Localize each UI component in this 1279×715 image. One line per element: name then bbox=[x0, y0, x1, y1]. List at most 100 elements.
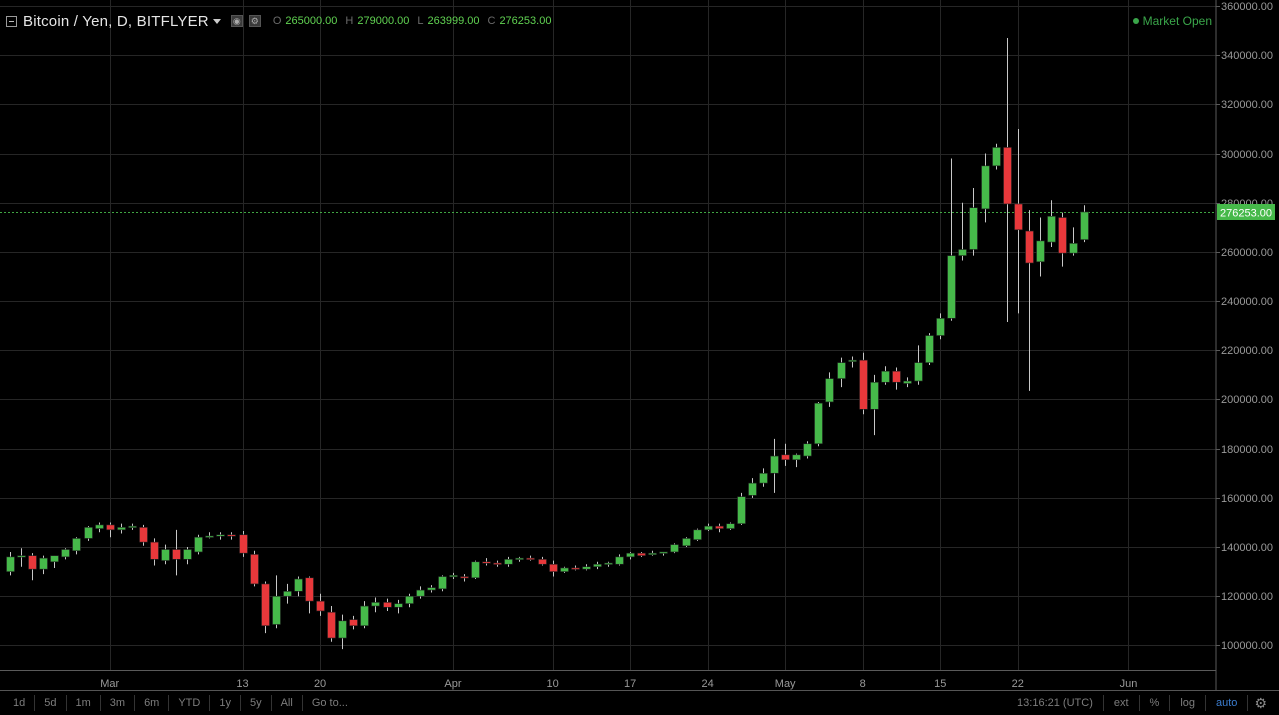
candle bbox=[925, 333, 934, 366]
candle-body-up bbox=[205, 535, 214, 538]
time-tick-label: May bbox=[775, 678, 796, 690]
candle bbox=[471, 560, 480, 580]
chevron-down-icon[interactable] bbox=[212, 18, 221, 24]
candle bbox=[405, 593, 414, 608]
candle bbox=[670, 543, 679, 554]
candle bbox=[715, 523, 724, 533]
candle-body-up bbox=[128, 525, 137, 528]
candle bbox=[848, 356, 857, 368]
candle-body-up bbox=[117, 527, 126, 531]
candle-body-up bbox=[183, 549, 192, 560]
candle bbox=[969, 187, 978, 256]
candle-body-up bbox=[360, 605, 369, 627]
candle bbox=[117, 523, 126, 534]
candle-body-up bbox=[969, 207, 978, 250]
candle-body-up bbox=[825, 378, 834, 403]
candle-body-down bbox=[250, 554, 259, 585]
ext-toggle[interactable]: ext bbox=[1102, 695, 1139, 711]
candle-body-up bbox=[936, 318, 945, 336]
candle-body-down bbox=[526, 557, 535, 560]
candle-body-up bbox=[881, 370, 890, 383]
candle-body-down bbox=[1014, 203, 1023, 231]
candle-body-up bbox=[925, 335, 934, 363]
last-price-tag: 276253.00 bbox=[1217, 204, 1275, 220]
candle-body-up bbox=[416, 589, 425, 597]
candle bbox=[128, 523, 137, 530]
candle bbox=[1025, 210, 1034, 391]
auto-toggle[interactable]: auto bbox=[1205, 695, 1247, 711]
candle bbox=[1058, 212, 1067, 267]
candle bbox=[682, 537, 691, 548]
candle bbox=[438, 575, 447, 592]
candlestick-chart[interactable]: 100000.00 120000.00 140000.00 160000.00 1800… bbox=[0, 0, 1279, 690]
candle-body-down bbox=[571, 567, 580, 570]
candle-body-up bbox=[371, 602, 380, 607]
candle-body-up bbox=[748, 482, 757, 496]
timeframe-ytd[interactable]: YTD bbox=[169, 695, 211, 711]
candle-body-down bbox=[227, 534, 236, 537]
candle bbox=[992, 143, 1001, 170]
price-tick-label: 120000.00 bbox=[1221, 591, 1273, 603]
candle-body-up bbox=[615, 556, 624, 565]
candle-body-up bbox=[992, 147, 1001, 167]
candle bbox=[859, 352, 868, 415]
candle bbox=[814, 401, 823, 447]
timeframe-1m[interactable]: 1m bbox=[67, 695, 101, 711]
price-axis[interactable] bbox=[1216, 0, 1279, 690]
candle-body-up bbox=[1069, 243, 1078, 254]
candle-body-down bbox=[549, 563, 558, 572]
symbol-title[interactable]: Bitcoin / Yen, D, BITFLYER bbox=[23, 12, 209, 30]
timeframe-5y[interactable]: 5y bbox=[241, 695, 272, 711]
candle bbox=[538, 556, 547, 566]
timeframe-1d[interactable]: 1d bbox=[4, 695, 36, 711]
timeframe-5d[interactable]: 5d bbox=[35, 695, 67, 711]
candle-body-up bbox=[593, 563, 602, 568]
timeframe-3m[interactable]: 3m bbox=[101, 695, 136, 711]
candle bbox=[958, 202, 967, 261]
candle-body-down bbox=[139, 527, 148, 543]
candle bbox=[803, 441, 812, 459]
candle bbox=[172, 529, 181, 576]
candle-body-down bbox=[1003, 147, 1012, 205]
candle bbox=[106, 522, 115, 538]
candle-body-up bbox=[338, 620, 347, 639]
settings-icon[interactable]: ⚙ bbox=[248, 15, 261, 27]
candle-body-down bbox=[261, 583, 270, 627]
candle-body-down bbox=[892, 370, 901, 383]
candle bbox=[615, 554, 624, 566]
candle-body-down bbox=[1058, 217, 1067, 254]
candle-body-down bbox=[859, 359, 868, 410]
candle-body-down bbox=[383, 602, 392, 608]
eye-icon[interactable]: ◉ bbox=[230, 15, 243, 27]
timeframe-all[interactable]: All bbox=[272, 695, 303, 711]
gear-icon[interactable]: ⚙ bbox=[1247, 695, 1273, 711]
candle bbox=[449, 572, 458, 580]
log-toggle[interactable]: log bbox=[1169, 695, 1205, 711]
price-tick-label: 140000.00 bbox=[1221, 542, 1273, 554]
low-value: 263999.00 bbox=[427, 15, 480, 27]
time-tick-label: 8 bbox=[860, 678, 866, 690]
candle-body-up bbox=[1080, 211, 1089, 240]
candle-body-up bbox=[759, 472, 768, 484]
close-value: 276253.00 bbox=[499, 15, 552, 27]
candle bbox=[892, 367, 901, 390]
collapse-icon[interactable] bbox=[6, 15, 17, 27]
timeframe-1y[interactable]: 1y bbox=[210, 695, 241, 711]
candle-body-down bbox=[172, 549, 181, 560]
candle-body-up bbox=[870, 381, 879, 410]
candle bbox=[604, 561, 613, 567]
price-tick-label: 240000.00 bbox=[1221, 296, 1273, 308]
open-value: 265000.00 bbox=[285, 15, 338, 27]
candle-body-down bbox=[28, 555, 37, 570]
goto-button[interactable]: Go to... bbox=[311, 697, 348, 709]
candle-body-up bbox=[770, 455, 779, 474]
candle-body-down bbox=[349, 619, 358, 627]
percent-toggle[interactable]: % bbox=[1138, 695, 1170, 711]
candle bbox=[261, 581, 270, 634]
candle bbox=[825, 372, 834, 407]
candle bbox=[28, 553, 37, 581]
candle-body-up bbox=[17, 555, 26, 558]
candle bbox=[1036, 217, 1045, 277]
candle-body-up bbox=[792, 454, 801, 461]
timeframe-6m[interactable]: 6m bbox=[135, 695, 170, 711]
